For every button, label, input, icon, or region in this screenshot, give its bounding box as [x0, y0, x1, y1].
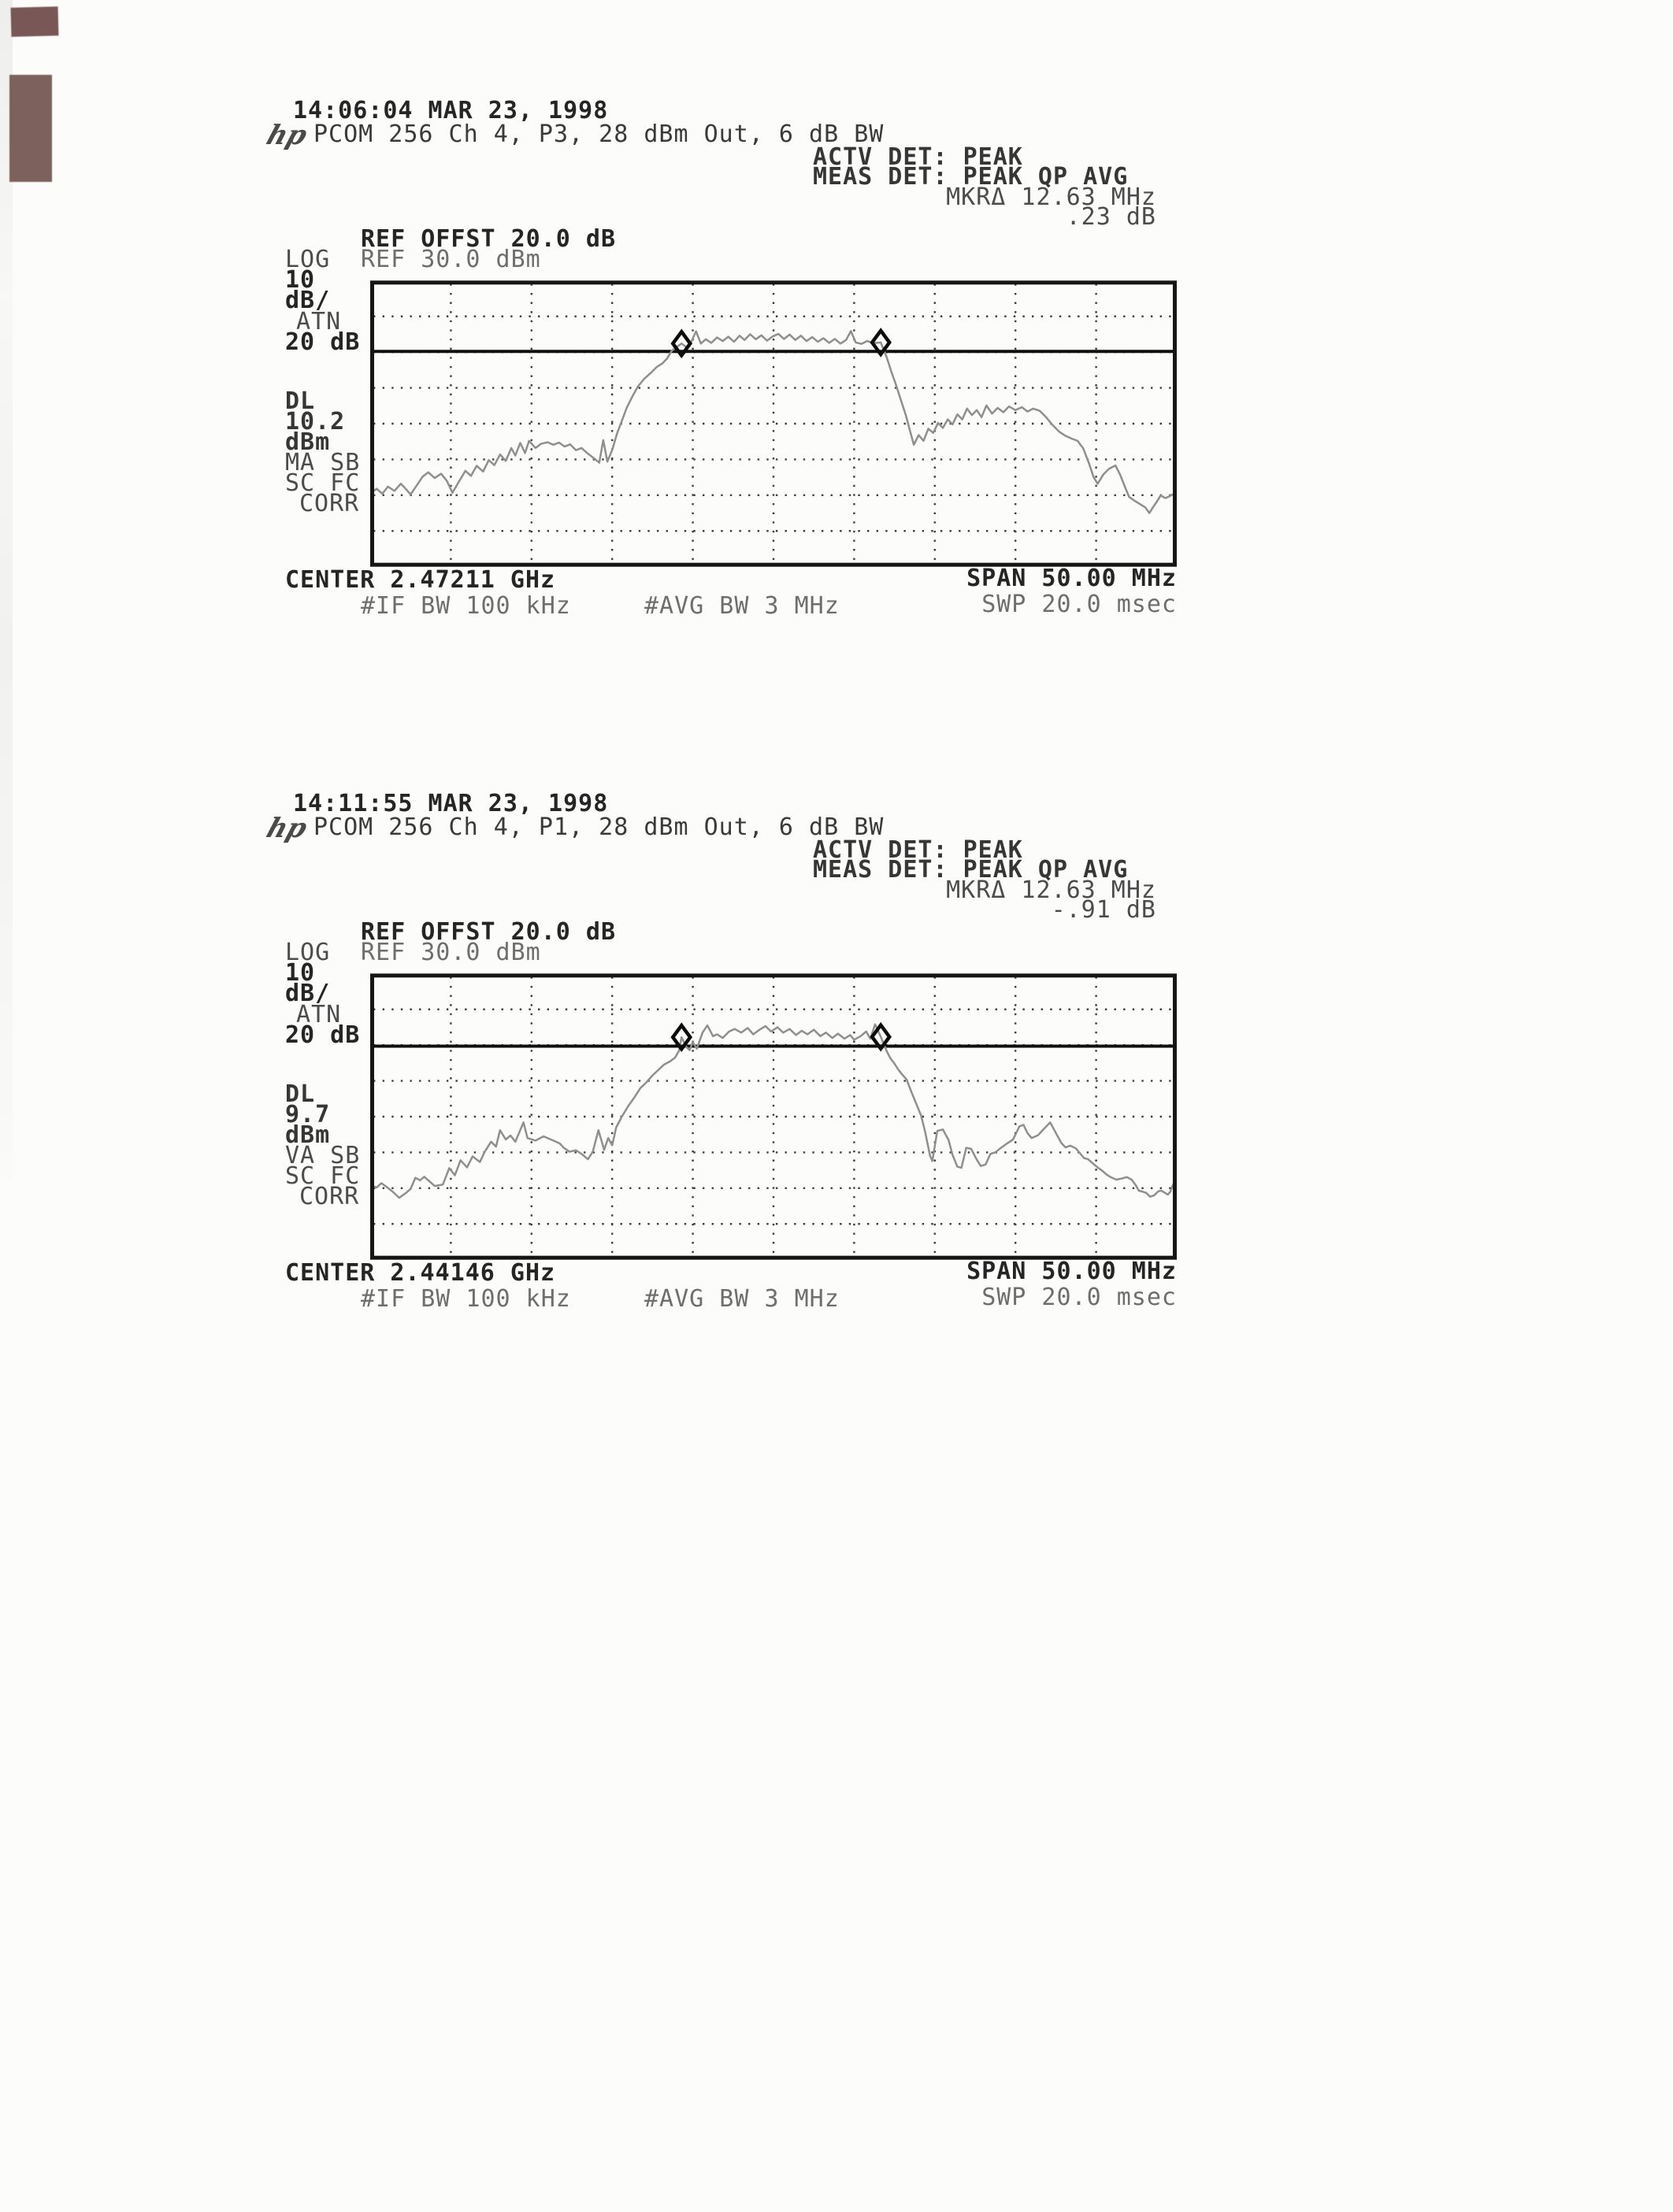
attenuation-label: ATN — [296, 1001, 342, 1028]
measure-detector-label: MEAS DET: PEAK QP AVG — [813, 163, 1129, 191]
marker-delta-freq: MKRΔ 12.63 MHz — [946, 183, 1156, 211]
display-line-unit: dBm — [285, 1121, 331, 1149]
marker-diamond-icon — [870, 328, 892, 358]
timestamp: 14:11:55 MAR 23, 1998 — [293, 790, 609, 817]
hp-logo-icon: hp — [262, 120, 311, 151]
status-row-2: SC FC — [285, 1162, 361, 1190]
scale-value: 10 — [285, 959, 316, 987]
ref-offset-label: REF OFFST 20.0 dB — [361, 918, 617, 946]
display-line-unit: dBm — [285, 428, 331, 456]
avg-bandwidth-label: #AVG BW 3 MHz — [644, 1285, 840, 1313]
plot-border — [370, 280, 1177, 567]
measure-detector-label: MEAS DET: PEAK QP AVG — [813, 856, 1129, 884]
attenuation-value: 20 dB — [285, 328, 361, 356]
if-bandwidth-label: #IF BW 100 kHz — [361, 1285, 571, 1313]
log-label: LOG — [285, 246, 331, 273]
plot-border — [370, 973, 1177, 1260]
analyzer-printout-2: 14:11:55 MAR 23, 1998 hp PCOM 256 Ch 4, … — [0, 693, 1673, 1347]
scale-value: 10 — [285, 266, 316, 294]
spectrum-trace — [370, 1023, 1177, 1199]
sweep-time-label: SWP 20.0 msec — [981, 1284, 1177, 1311]
timestamp: 14:06:04 MAR 23, 1998 — [293, 97, 609, 124]
ref-level-label: REF 30.0 dBm — [361, 939, 541, 966]
if-bandwidth-label: #IF BW 100 kHz — [361, 592, 571, 620]
model-line: PCOM 256 Ch 4, P3, 28 dBm Out, 6 dB BW — [313, 120, 885, 148]
attenuation-value: 20 dB — [285, 1021, 361, 1049]
corr-label: CORR — [299, 490, 360, 517]
status-row-1: VA SB — [285, 1142, 361, 1169]
scale-unit: dB/ — [285, 287, 331, 314]
spectrum-plot — [370, 973, 1177, 1260]
span-label: SPAN 50.00 MHz — [966, 1258, 1177, 1285]
corr-label: CORR — [299, 1183, 360, 1210]
center-frequency-label: CENTER 2.44146 GHz — [285, 1259, 556, 1287]
status-row-1: MA SB — [285, 449, 361, 476]
active-detector-label: ACTV DET: PEAK — [813, 836, 1023, 864]
display-line-label: DL — [285, 387, 316, 415]
sweep-time-label: SWP 20.0 msec — [981, 591, 1177, 618]
scan-artifact-mark — [9, 75, 52, 182]
status-row-2: SC FC — [285, 469, 361, 497]
marker-delta-freq: MKRΔ 12.63 MHz — [946, 876, 1156, 904]
display-line-label: DL — [285, 1080, 316, 1108]
scale-unit: dB/ — [285, 980, 331, 1007]
avg-bandwidth-label: #AVG BW 3 MHz — [644, 592, 840, 620]
center-frequency-label: CENTER 2.47211 GHz — [285, 566, 556, 594]
ref-level-label: REF 30.0 dBm — [361, 246, 541, 273]
marker-delta-amplitude: .23 dB — [1066, 203, 1156, 231]
ref-offset-label: REF OFFST 20.0 dB — [361, 225, 617, 253]
marker-delta-amplitude: -.91 dB — [1051, 896, 1156, 924]
span-label: SPAN 50.00 MHz — [966, 565, 1177, 592]
hp-logo-icon: hp — [262, 813, 311, 844]
spectrum-plot — [370, 280, 1177, 567]
spectrum-trace — [370, 330, 1177, 514]
analyzer-printout-1: 14:06:04 MAR 23, 1998 hp PCOM 256 Ch 4, … — [0, 0, 1673, 654]
attenuation-label: ATN — [296, 308, 342, 335]
model-line: PCOM 256 Ch 4, P1, 28 dBm Out, 6 dB BW — [313, 813, 885, 841]
display-line-value: 9.7 — [285, 1101, 331, 1128]
active-detector-label: ACTV DET: PEAK — [813, 143, 1023, 171]
log-label: LOG — [285, 939, 331, 966]
marker-diamond-icon — [670, 328, 693, 359]
display-line-value: 10.2 — [285, 408, 346, 435]
marker-diamond-icon — [870, 1021, 892, 1052]
marker-diamond-icon — [670, 1022, 693, 1052]
scan-edge-streak — [0, 0, 13, 1181]
